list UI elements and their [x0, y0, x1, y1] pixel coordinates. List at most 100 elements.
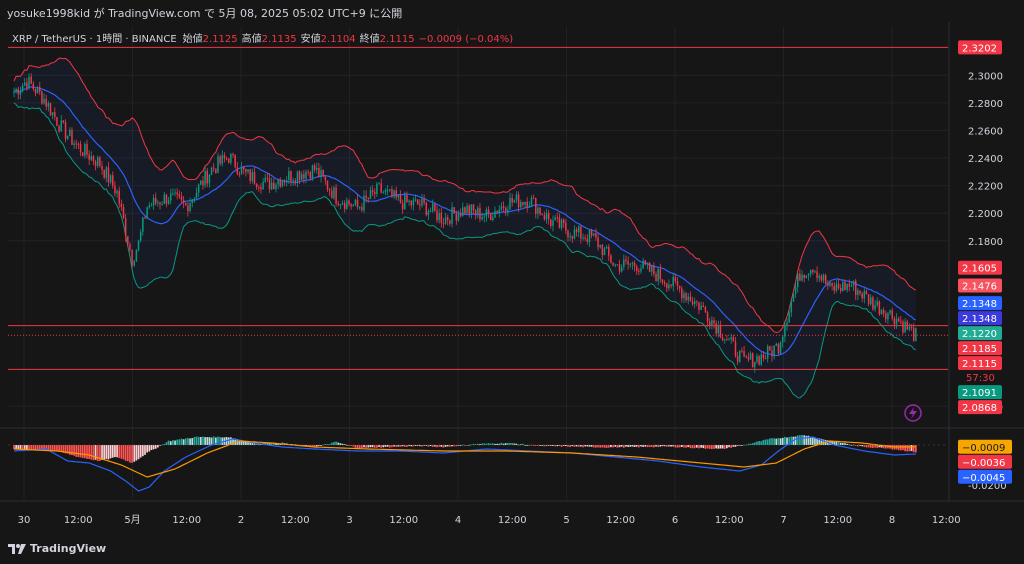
- countdown-label: 57:30: [966, 373, 995, 384]
- macd-histogram-bar: [904, 445, 906, 452]
- macd-histogram-bar: [376, 445, 378, 448]
- macd-histogram-bar: [869, 445, 872, 448]
- candle: [595, 233, 597, 238]
- lightning-icon[interactable]: [904, 404, 922, 422]
- tradingview-logo[interactable]: TradingView: [8, 542, 106, 555]
- macd-histogram-bar: [68, 445, 71, 455]
- macd-histogram-bar: [348, 445, 350, 446]
- candle: [601, 244, 604, 256]
- macd-histogram-bar: [700, 445, 702, 448]
- macd-histogram-bar: [150, 445, 153, 451]
- candle: [116, 190, 118, 194]
- macd-histogram-bar: [575, 445, 578, 447]
- macd-histogram-bar: [573, 445, 576, 447]
- macd-histogram-bar: [803, 435, 806, 445]
- candle: [47, 103, 50, 107]
- ohlc-legend[interactable]: XRP / TetherUS · 1時間 · BINANCE 始値2.1125 高値…: [12, 32, 513, 45]
- candle: [723, 339, 726, 341]
- candle: [912, 327, 915, 341]
- candle: [182, 199, 185, 203]
- macd-histogram-bar: [788, 436, 791, 445]
- macd-histogram-bar: [564, 445, 567, 447]
- time-axis[interactable]: 30 12:00 5月 12:00 2 12:00 3 12:00 4 12:00 5 12:00 6 1…: [18, 514, 961, 526]
- candle: [717, 325, 720, 334]
- candle: [468, 205, 470, 214]
- macd-histogram-bar: [129, 445, 131, 463]
- candle: [489, 213, 492, 221]
- candle: [745, 356, 747, 358]
- candle: [713, 320, 715, 324]
- macd-histogram-bar: [558, 445, 561, 446]
- price-tick-label: 2.2000: [968, 209, 1003, 220]
- price-label-tag: [958, 260, 1002, 275]
- candle: [678, 285, 681, 289]
- macd-histogram-bar: [84, 445, 86, 459]
- macd-histogram-bar: [513, 443, 516, 445]
- candle: [573, 229, 576, 239]
- macd-histogram-bar: [165, 442, 168, 445]
- price-axis[interactable]: 2.3000 2.2800 2.2600 2.2400 2.2200 2.2000 2.18…: [958, 40, 1012, 492]
- macd-histogram-bar: [784, 436, 786, 445]
- macd-histogram-bar: [221, 437, 224, 445]
- macd-histogram-bar: [270, 442, 273, 445]
- candle: [122, 207, 125, 219]
- candle: [245, 169, 247, 172]
- macd-histogram-bar: [464, 445, 466, 446]
- price-label-tag: [958, 326, 1002, 341]
- macd-histogram-bar: [358, 445, 361, 449]
- macd-histogram-bar: [908, 445, 911, 452]
- candle: [148, 205, 151, 208]
- candle: [878, 301, 881, 315]
- candle: [485, 209, 488, 217]
- candle: [21, 85, 24, 91]
- candle: [376, 183, 378, 195]
- candle: [704, 306, 707, 313]
- candle: [279, 180, 282, 187]
- price-label-tag: [958, 341, 1002, 356]
- candle: [610, 255, 612, 263]
- band-fill: [14, 58, 916, 398]
- candle: [623, 259, 625, 268]
- candle: [854, 280, 857, 296]
- candle: [240, 166, 243, 174]
- trading-chart[interactable]: 2.3000 2.2800 2.2600 2.2400 2.2200 2.2000 2.18…: [0, 22, 1024, 536]
- candle: [689, 296, 692, 302]
- high-label: 高値: [242, 32, 262, 45]
- candle: [474, 210, 477, 215]
- candle: [824, 275, 827, 284]
- macd-histogram-bar: [502, 443, 505, 445]
- candle: [466, 205, 468, 214]
- candle: [77, 143, 80, 145]
- candle: [552, 220, 554, 226]
- macd-tick-label: -0.0200: [968, 481, 1007, 492]
- candle: [670, 284, 672, 287]
- macd-histogram-bar: [590, 445, 593, 447]
- signal-line: [13, 440, 916, 478]
- candle: [384, 190, 387, 193]
- macd-histogram-bar: [32, 445, 35, 450]
- macd-histogram-bar: [779, 438, 782, 445]
- candle: [294, 180, 297, 183]
- macd-histogram-bar: [539, 445, 541, 446]
- candle: [580, 226, 582, 239]
- macd-histogram-bar: [614, 445, 617, 447]
- macd-histogram-bar: [412, 445, 415, 447]
- candle: [530, 197, 533, 206]
- candle: [915, 328, 917, 341]
- macd-histogram-bar: [73, 445, 75, 456]
- macd-histogram-bar: [328, 443, 331, 445]
- macd-histogram-bar: [180, 438, 183, 445]
- candle: [154, 197, 157, 204]
- macd-histogram-bar: [307, 445, 310, 447]
- candle: [758, 356, 760, 365]
- candle: [401, 203, 404, 210]
- candle: [487, 209, 490, 214]
- candle: [152, 197, 155, 206]
- candle: [373, 192, 376, 195]
- macd-histogram-bar: [494, 443, 496, 445]
- candle: [408, 200, 410, 203]
- macd-histogram-bar: [184, 438, 187, 445]
- price-label: 2.1091: [962, 388, 997, 399]
- candle: [457, 213, 460, 221]
- macd-histogram-bar: [395, 445, 398, 447]
